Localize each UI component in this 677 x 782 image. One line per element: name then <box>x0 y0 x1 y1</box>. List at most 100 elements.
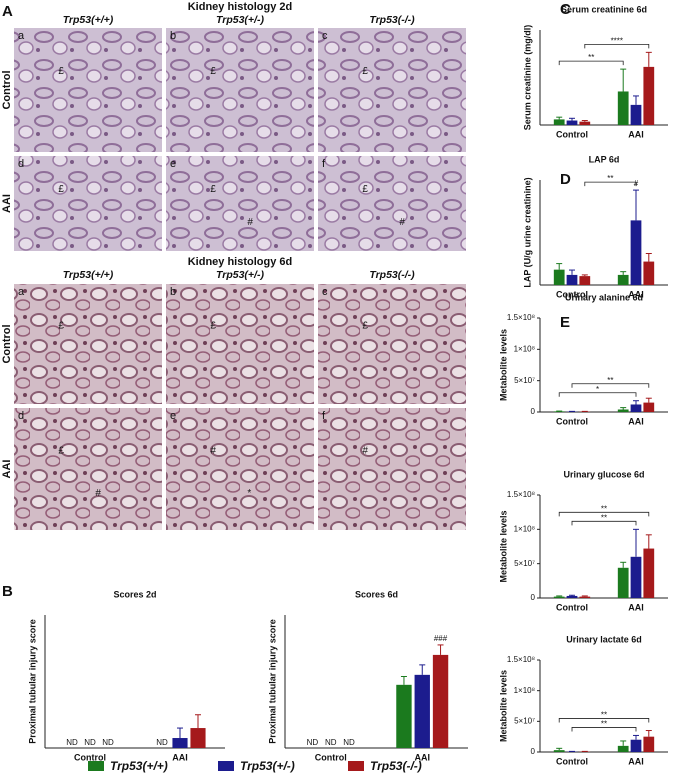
significance-label: ** <box>601 504 607 513</box>
x-tick-label: Control <box>315 752 347 762</box>
tile-symbol: £ <box>362 66 368 77</box>
histology-image <box>318 156 466 251</box>
histology-image <box>166 28 314 152</box>
x-tick-label: AAI <box>628 756 644 766</box>
y-axis-label: Proximal tubular injury score <box>267 619 277 744</box>
significance-label: ** <box>601 513 607 522</box>
bar <box>567 121 578 125</box>
x-tick-label: AAI <box>172 752 188 762</box>
bar <box>554 119 565 125</box>
row-label: AAI <box>1 460 13 479</box>
y-tick-label: 5×10⁷ <box>514 559 535 568</box>
significance-label: ** <box>607 174 613 183</box>
column-header: Trp53(-/-) <box>369 14 415 26</box>
column-header: Trp53(+/-) <box>216 269 264 281</box>
y-tick-label: 5×10⁷ <box>514 716 535 725</box>
tile-symbol: * <box>247 488 251 499</box>
tile-symbol: # <box>399 217 405 228</box>
bar <box>579 276 590 285</box>
y-tick-label: 1×10⁸ <box>514 524 535 533</box>
bar <box>631 740 642 752</box>
bar <box>618 91 629 125</box>
significance-label: ** <box>601 720 607 729</box>
column-header: Trp53(+/+) <box>63 14 114 26</box>
x-tick-label: Control <box>74 752 106 762</box>
bar <box>643 737 654 752</box>
bar <box>396 685 411 748</box>
bar <box>190 728 205 748</box>
column-header: Trp53(+/-) <box>216 14 264 26</box>
tile-symbol: £ <box>58 445 64 456</box>
tile-letter: b <box>170 286 176 298</box>
bar <box>618 568 629 598</box>
x-tick-label: AAI <box>628 129 644 139</box>
row-label: AAI <box>1 194 13 213</box>
bar <box>433 655 448 748</box>
x-tick-label: Control <box>556 416 588 426</box>
x-tick-label: AAI <box>628 416 644 426</box>
y-tick-label: 1.5×10⁸ <box>507 313 535 322</box>
bar <box>579 122 590 125</box>
column-header: Trp53(-/-) <box>369 269 415 281</box>
chart-title: Urinary lactate 6d <box>566 634 642 644</box>
chart-title: Scores 6d <box>355 589 398 599</box>
y-tick-label: 1×10⁸ <box>514 686 535 695</box>
tile-letter: e <box>170 410 176 422</box>
histology-title: Kidney histology 2d <box>188 1 293 13</box>
histology-image <box>318 28 466 152</box>
bar <box>631 105 642 125</box>
tile-symbol: # <box>247 217 253 228</box>
histology-image <box>14 156 162 251</box>
tile-symbol: £ <box>58 184 64 195</box>
y-tick-label: 1×10⁸ <box>514 344 535 353</box>
y-axis-label: Serum creatinine (mg/dl) <box>522 25 532 131</box>
tile-symbol: £ <box>210 66 216 77</box>
y-tick-label: 0 <box>531 593 536 602</box>
row-label: Control <box>1 70 13 109</box>
y-axis-label: LAP (U/g urine creatinine) <box>522 177 532 287</box>
bar <box>172 738 187 748</box>
tile-symbol: # <box>95 488 101 499</box>
column-header: Trp53(+/+) <box>63 269 114 281</box>
value-label: ND <box>84 738 96 747</box>
bar <box>643 549 654 598</box>
legend-label: Trp53(+/-) <box>240 759 295 773</box>
panel-label: D <box>560 171 571 188</box>
chart-title: Serum creatinine 6d <box>561 4 647 14</box>
bar <box>567 275 578 285</box>
bar <box>554 270 565 285</box>
tile-letter: d <box>18 158 24 170</box>
x-tick-label: Control <box>556 129 588 139</box>
histology-image <box>318 408 466 530</box>
tile-letter: a <box>18 30 25 42</box>
bar <box>415 675 430 748</box>
tile-letter: d <box>18 410 24 422</box>
tile-letter: c <box>322 30 328 42</box>
y-tick-label: 1.5×10⁸ <box>507 655 535 664</box>
y-tick-label: 5×10⁷ <box>514 376 535 385</box>
significance-label: **** <box>611 36 623 45</box>
tile-symbol: £ <box>58 321 64 332</box>
bar <box>618 746 629 752</box>
y-tick-label: 0 <box>531 407 536 416</box>
tile-letter: a <box>18 286 25 298</box>
histology-image <box>14 28 162 152</box>
significance-label: ** <box>588 53 594 62</box>
tile-letter: c <box>322 286 328 298</box>
tile-symbol: # <box>210 445 216 456</box>
significance-label: ** <box>601 711 607 720</box>
bar <box>631 557 642 598</box>
row-label: Control <box>1 324 13 363</box>
value-label: ND <box>343 738 355 747</box>
legend-label: Trp53(-/-) <box>370 759 422 773</box>
tile-symbol: £ <box>210 184 216 195</box>
y-axis-label: Metabolite levels <box>498 329 508 401</box>
bar <box>554 597 565 598</box>
chart-title: LAP 6d <box>589 154 620 164</box>
histology-image <box>166 408 314 530</box>
tile-letter: e <box>170 158 176 170</box>
bar <box>579 597 590 598</box>
histology-image <box>14 284 162 404</box>
value-label: ND <box>66 738 78 747</box>
bar <box>631 404 642 412</box>
